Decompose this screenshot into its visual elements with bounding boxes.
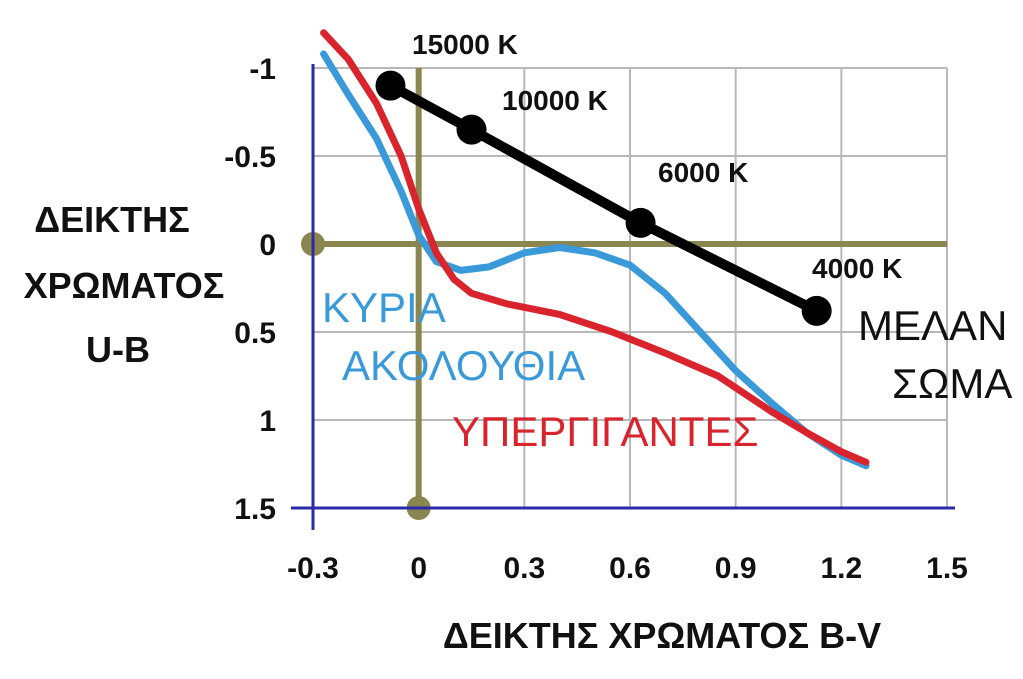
black-body-point	[801, 295, 832, 326]
point-label-4000: 4000 K	[812, 253, 902, 284]
y-axis-title-line-3: U-B	[86, 329, 150, 370]
black-body-point	[625, 207, 656, 238]
x-tick-label: 0	[410, 552, 427, 585]
y-tick-label: 0.5	[234, 317, 276, 350]
y-tick-label: -1	[249, 53, 276, 86]
black-body-points	[375, 70, 832, 326]
point-label-10000: 10000 K	[502, 85, 608, 116]
main-sequence-line	[320, 50, 870, 470]
series-lines	[320, 29, 870, 470]
x-tick-label: 0.9	[715, 552, 757, 585]
y-tick-labels: -1 -0.5 0 0.5 1 1.5	[224, 53, 276, 526]
y-tick-label: 1	[259, 405, 276, 438]
y-axis-title-line-2: ΧΡΩΜΑΤΟΣ	[24, 265, 225, 306]
black-body-point	[375, 70, 406, 101]
label-black-body-2: ΣΩΜΑ	[892, 360, 1012, 407]
x-tick-label: 1.2	[820, 552, 862, 585]
x-tick-labels: -0.3 0 0.3 0.6 0.9 1.2 1.5	[287, 552, 968, 585]
x-tick-label: 0.6	[609, 552, 651, 585]
label-main-sequence-1: ΚΥΡΙΑ	[322, 284, 446, 331]
y-axis-title-line-1: ΔΕΙΚΤΗΣ	[34, 199, 189, 240]
y-tick-label: 0	[259, 229, 276, 262]
label-main-sequence-2: ΑΚΟΛΟΥΘΙΑ	[342, 342, 585, 389]
point-label-15000: 15000 K	[412, 29, 518, 60]
black-body-line	[385, 80, 822, 316]
x-tick-label: 0.3	[503, 552, 545, 585]
x-axis-title: ΔΕΙΚΤΗΣ ΧΡΩΜΑΤΟΣ B-V	[443, 615, 881, 656]
black-body-point	[456, 114, 487, 145]
axes	[291, 64, 955, 530]
label-supergiants: ΥΠΕΡΓΙΓΑΝΤΕΣ	[452, 408, 758, 455]
label-black-body-1: ΜΕΛΑΝ	[858, 302, 1007, 349]
point-label-6000: 6000 K	[658, 157, 748, 188]
y-tick-label: 1.5	[234, 493, 276, 526]
supergiants-line	[320, 29, 870, 466]
x-tick-label: -0.3	[287, 552, 339, 585]
y-tick-label: -0.5	[224, 141, 276, 174]
x-tick-label: 1.5	[926, 552, 968, 585]
